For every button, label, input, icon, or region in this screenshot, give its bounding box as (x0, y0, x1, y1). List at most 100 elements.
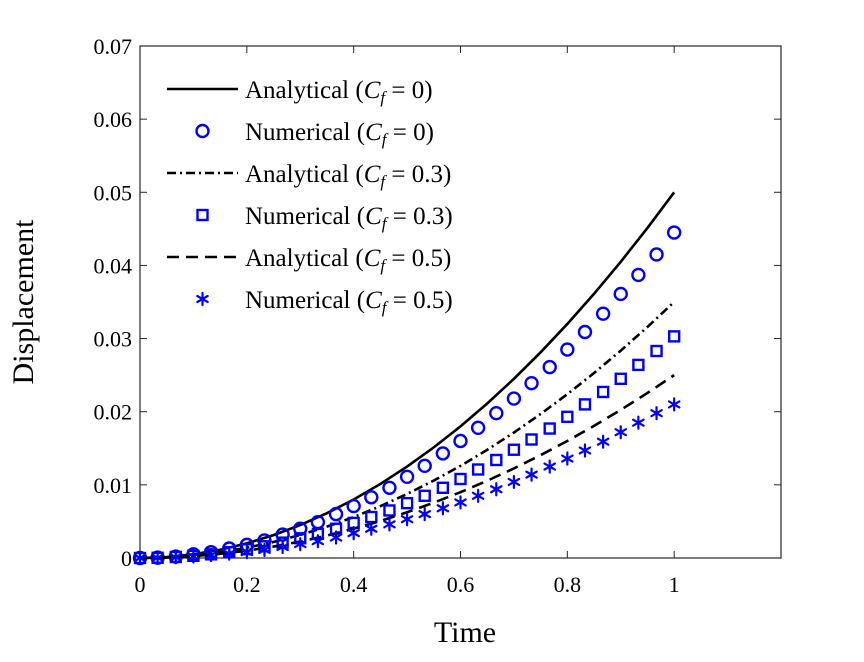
legend-entry: Analytical (Cf = 0) (167, 77, 433, 107)
data-point-asterisk (364, 521, 378, 536)
y-tick-label: 0.03 (94, 327, 133, 352)
data-point-circle (649, 247, 664, 262)
y-axis-title: Displacement (7, 219, 40, 385)
data-point-asterisk (543, 459, 557, 474)
data-point-asterisk (561, 451, 574, 466)
x-tick-labels: 0 0.2 0.4 0.6 0.8 1 (135, 572, 680, 597)
legend-label: Analytical (Cf = 0.5) (245, 245, 451, 275)
data-point-asterisk (489, 482, 503, 497)
legend-label: Numerical (Cf = 0.5) (245, 287, 453, 317)
data-point-circle (382, 480, 397, 495)
data-point-square (436, 481, 450, 494)
data-point-asterisk (418, 507, 432, 522)
y-tick-label: 0.07 (94, 34, 133, 59)
data-point-square (490, 453, 503, 467)
y-tick-label: 0.06 (94, 107, 133, 132)
data-point-asterisk (347, 526, 360, 541)
legend-marker-circle (195, 123, 210, 139)
data-point-asterisk (578, 443, 592, 458)
plot-area (139, 45, 782, 559)
data-point-asterisk (133, 550, 147, 566)
y-tick-label: 0.01 (94, 473, 133, 498)
data-point-circle (524, 375, 539, 391)
data-point-asterisk (151, 550, 164, 565)
data-point-asterisk (596, 434, 610, 449)
data-point-asterisk (240, 545, 254, 560)
x-tick-label: 0.6 (447, 572, 475, 597)
data-point-square (454, 472, 467, 486)
data-point-asterisk (471, 488, 485, 503)
data-point-circle (435, 446, 451, 461)
legend-marker-asterisk (196, 291, 209, 307)
data-point-circle (364, 490, 379, 505)
data-point-circle (506, 391, 522, 406)
data-point-asterisk (169, 550, 183, 565)
data-point-asterisk (436, 501, 450, 516)
data-point-square (632, 358, 645, 372)
data-point-asterisk (614, 425, 628, 440)
data-point-circle (293, 521, 308, 536)
legend-marker-square (196, 208, 209, 222)
y-tick-label: 0.05 (94, 180, 133, 205)
data-point-asterisk (187, 549, 200, 564)
data-point-asterisk (383, 517, 396, 532)
data-point-circle (489, 405, 504, 421)
x-tick-label: 0.4 (340, 572, 368, 597)
data-point-asterisk (454, 495, 467, 510)
data-point-circle (328, 506, 344, 522)
x-tick-label: 0.2 (233, 572, 261, 597)
data-point-asterisk (525, 467, 538, 482)
data-point-square (596, 385, 610, 399)
y-tick-label: 0 (121, 546, 132, 571)
data-point-square (383, 504, 396, 517)
data-point-circle (399, 469, 415, 485)
x-axis-title: Time (434, 616, 496, 649)
data-point-square (614, 372, 627, 385)
data-point-circle (666, 225, 682, 240)
legend-entry: Analytical (Cf = 0.3) (167, 161, 451, 191)
data-point-square (543, 422, 556, 435)
data-point-asterisk (400, 512, 414, 527)
legend-label: Numerical (Cf = 0.3) (245, 203, 453, 233)
x-tick-label: 0.8 (554, 572, 582, 597)
legend-label: Analytical (Cf = 0) (245, 77, 433, 107)
data-point-square (525, 433, 538, 446)
y-tick-label: 0.02 (94, 400, 133, 425)
data-point-square (418, 489, 431, 503)
data-point-square (650, 344, 663, 358)
legend-entry: Numerical (Cf = 0.3) (196, 203, 453, 233)
data-point-asterisk (204, 547, 218, 563)
data-point-square (471, 463, 485, 476)
data-point-circle (470, 420, 486, 436)
data-point-circle (542, 359, 557, 375)
data-point-asterisk (293, 537, 307, 552)
data-point-square (667, 330, 681, 343)
legend-entry: Numerical (Cf = 0.5) (196, 287, 453, 317)
data-point-square (507, 443, 521, 456)
data-point-circle (453, 433, 468, 449)
y-tick-labels: 0 0.01 0.02 0.03 0.04 0.05 0.06 0.07 (94, 34, 133, 571)
x-tick-label: 0 (135, 572, 146, 597)
legend-entry: Analytical (Cf = 0.5) (167, 245, 451, 275)
legend-label: Analytical (Cf = 0.3) (245, 161, 451, 191)
x-tick-label: 1 (669, 572, 680, 597)
data-point-asterisk (276, 539, 289, 555)
data-point-circle (595, 306, 611, 321)
data-point-circle (417, 458, 432, 474)
data-point-square (561, 410, 574, 424)
series-layer (132, 191, 682, 566)
data-point-square (400, 496, 414, 510)
data-point-asterisk (667, 397, 681, 412)
y-tick-label: 0.04 (94, 253, 133, 278)
data-point-asterisk (650, 406, 663, 421)
data-point-asterisk (632, 415, 645, 430)
data-point-asterisk (222, 546, 236, 561)
legend-label: Numerical (Cf = 0) (245, 119, 434, 149)
data-point-circle (346, 498, 361, 514)
data-point-circle (560, 342, 575, 357)
data-point-asterisk (311, 534, 325, 549)
series-markers-5 (133, 397, 681, 566)
data-point-circle (631, 267, 646, 283)
data-point-circle (577, 324, 593, 340)
